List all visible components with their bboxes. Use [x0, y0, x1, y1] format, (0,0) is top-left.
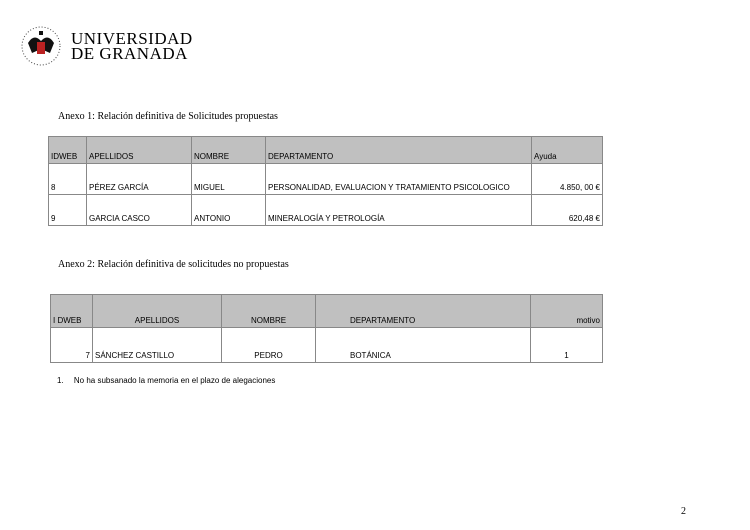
cell-idweb: 9	[48, 194, 87, 226]
annex2-title: Anexo 2: Relación definitiva de solicitu…	[58, 259, 289, 270]
col-header: I DWEB	[50, 294, 93, 328]
cell-idweb: 8	[48, 163, 87, 195]
col-header: APELLIDOS	[92, 294, 222, 328]
col-header: motivo	[530, 294, 603, 328]
cell-nombre: MIGUEL	[191, 163, 266, 195]
col-header: Ayuda	[531, 136, 603, 164]
annex1-title: Anexo 1: Relación definitiva de Solicitu…	[58, 111, 278, 122]
cell-nombre: PEDRO	[221, 327, 316, 363]
annex1-table: IDWEB APELLIDOS NOMBRE DEPARTAMENTO Ayud…	[48, 136, 603, 226]
col-header: NOMBRE	[191, 136, 266, 164]
cell-ayuda: 620,48 €	[531, 194, 603, 226]
col-header: DEPARTAMENTO	[265, 136, 532, 164]
table-row: 7 SÁNCHEZ CASTILLO PEDRO BOTÁNICA 1	[50, 327, 603, 363]
table-row: 9 GARCIA CASCO ANTONIO MINERALOGÍA Y PET…	[48, 194, 603, 226]
cell-nombre: ANTONIO	[191, 194, 266, 226]
table-header-row: I DWEB APELLIDOS NOMBRE DEPARTAMENTO mot…	[50, 294, 603, 328]
col-header: DEPARTAMENTO	[315, 294, 531, 328]
footnote: 1. No ha subsanado la memoria en el plaz…	[57, 376, 275, 385]
cell-departamento: BOTÁNICA	[315, 327, 531, 363]
cell-motivo: 1	[530, 327, 603, 363]
cell-apellidos: SÁNCHEZ CASTILLO	[92, 327, 222, 363]
footnote-number: 1.	[57, 376, 64, 385]
table-header-row: IDWEB APELLIDOS NOMBRE DEPARTAMENTO Ayud…	[48, 136, 603, 164]
cell-departamento: PERSONALIDAD, EVALUACION Y TRATAMIENTO P…	[265, 163, 532, 195]
col-header: IDWEB	[48, 136, 87, 164]
col-header: NOMBRE	[221, 294, 316, 328]
logo-text-line2: DE GRANADA	[71, 44, 188, 63]
annex2-table: I DWEB APELLIDOS NOMBRE DEPARTAMENTO mot…	[50, 294, 603, 363]
cell-idweb: 7	[50, 327, 93, 363]
page-number: 2	[681, 506, 686, 517]
cell-apellidos: PÉREZ GARCÍA	[86, 163, 192, 195]
cell-departamento: MINERALOGÍA Y PETROLOGÍA	[265, 194, 532, 226]
logo-text-line1: UNIVERSIDAD	[71, 29, 193, 48]
col-header: APELLIDOS	[86, 136, 192, 164]
table-row: 8 PÉREZ GARCÍA MIGUEL PERSONALIDAD, EVAL…	[48, 163, 603, 195]
university-seal-logo	[20, 25, 62, 67]
cell-ayuda: 4.850, 00 €	[531, 163, 603, 195]
cell-apellidos: GARCIA CASCO	[86, 194, 192, 226]
footnote-text: No ha subsanado la memoria en el plazo d…	[73, 376, 276, 385]
